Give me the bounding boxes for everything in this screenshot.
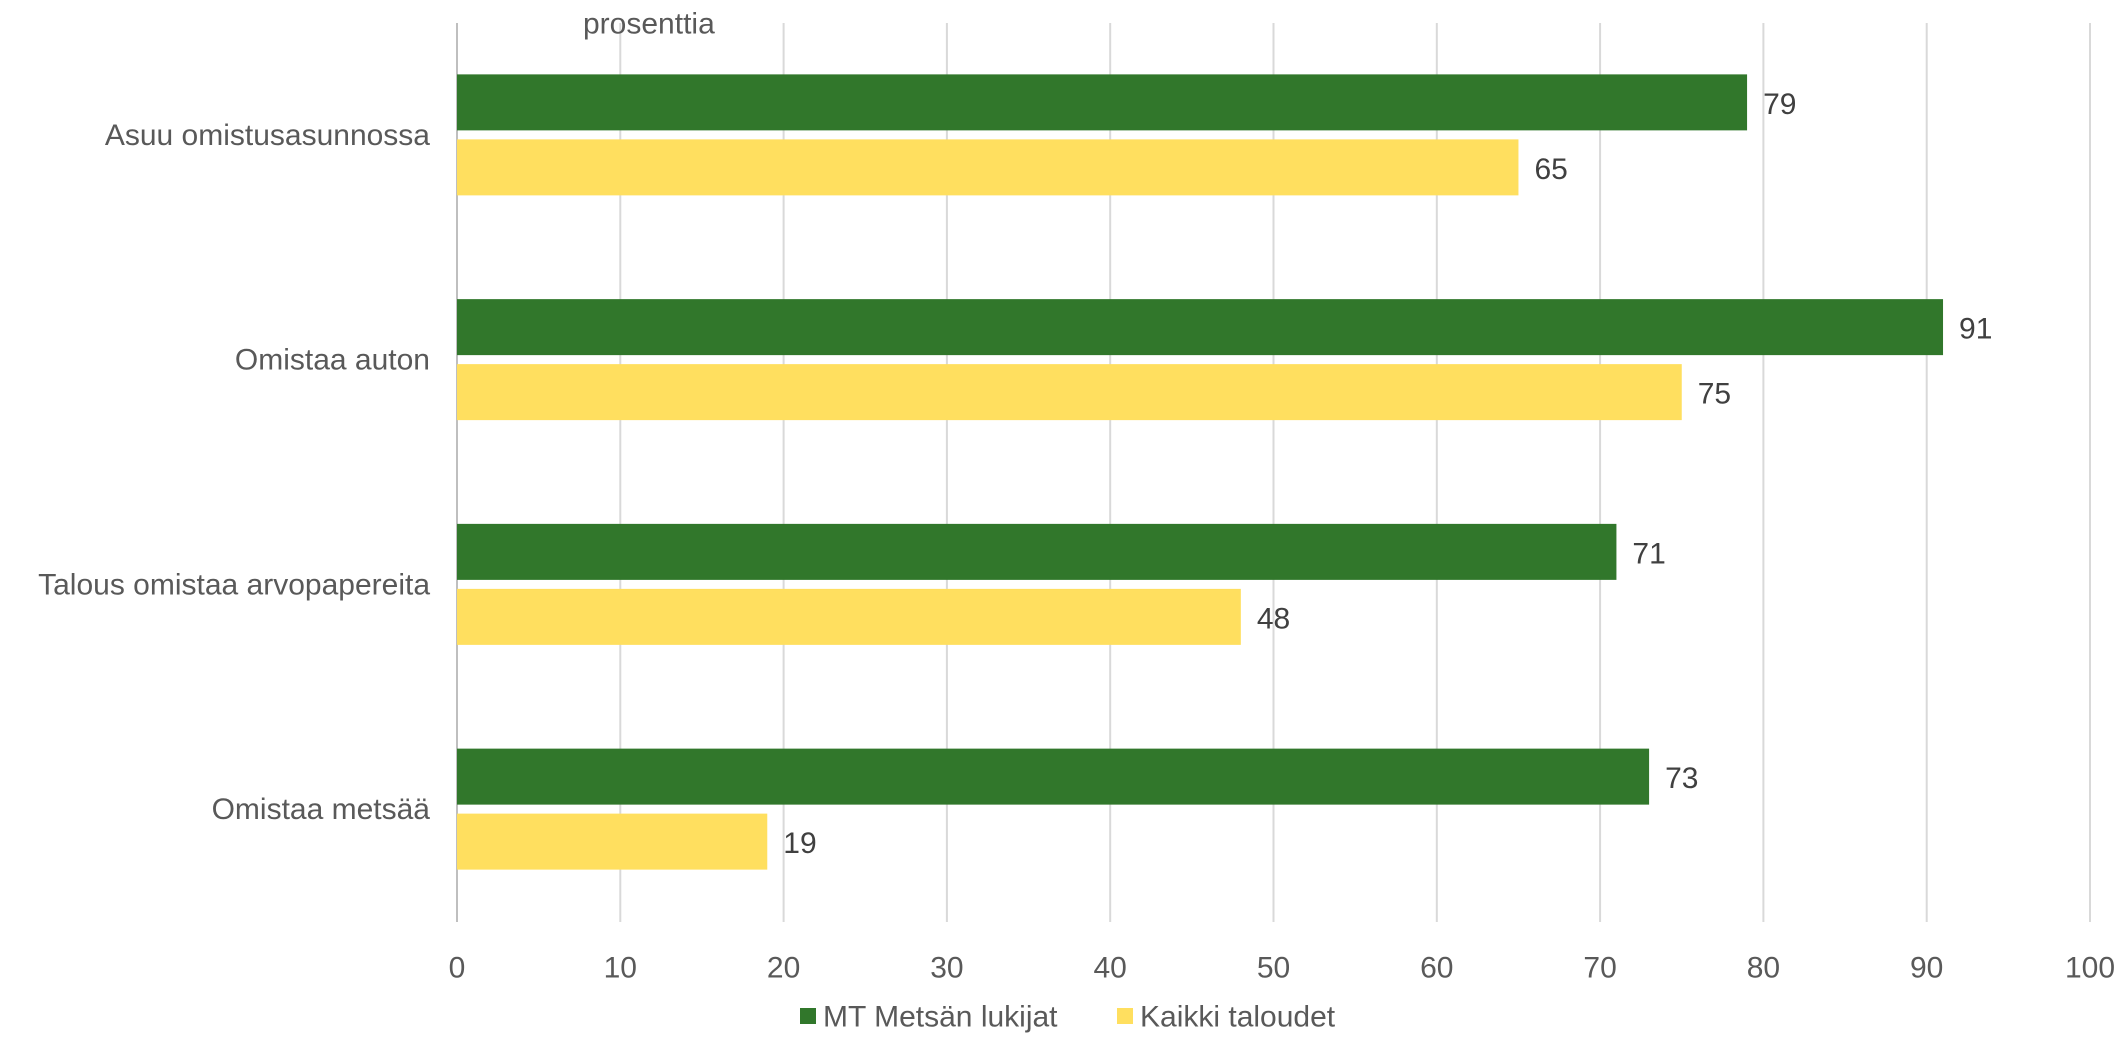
legend-swatch (800, 1008, 816, 1024)
category-label: Omistaa metsää (212, 793, 431, 826)
x-tick-label: 40 (1094, 952, 1127, 985)
data-label: 65 (1534, 153, 1567, 186)
data-label: 75 (1698, 378, 1731, 411)
unit-label: prosenttia (583, 8, 715, 41)
x-tick-label: 50 (1257, 952, 1290, 985)
legend: MT Metsän lukijat Kaikki taloudet (800, 1001, 1336, 1034)
x-tick-label: 70 (1583, 952, 1616, 985)
x-tick-label: 100 (2065, 952, 2115, 985)
bar-kaikki-taloudet (457, 813, 768, 870)
x-tick-label: 30 (930, 952, 963, 985)
x-tick-label: 20 (767, 952, 800, 985)
category-label: Talous omistaa arvopapereita (38, 568, 430, 601)
data-label: 71 (1632, 537, 1665, 570)
category-label: Asuu omistusasunnossa (105, 119, 430, 152)
x-tick-label: 90 (1910, 952, 1943, 985)
data-label: 73 (1665, 762, 1698, 795)
x-tick-label: 80 (1747, 952, 1780, 985)
legend-label: Kaikki taloudet (1140, 1001, 1336, 1034)
data-label: 19 (783, 827, 816, 860)
labels: 0 10 20 30 40 50 60 70 80 90 100 prosenttia Asuu omi… (38, 8, 2115, 985)
bar-kaikki-taloudet (457, 139, 1519, 196)
x-tick-label: 60 (1420, 952, 1453, 985)
bars (457, 74, 1944, 870)
legend-label: MT Metsän lukijat (823, 1001, 1058, 1034)
data-label: 91 (1959, 313, 1992, 346)
bar-kaikki-taloudet (457, 588, 1241, 645)
bar-mt-metsan-lukijat (457, 299, 1944, 356)
x-tick-label: 0 (449, 952, 466, 985)
bar-kaikki-taloudet (457, 364, 1682, 421)
category-label: Omistaa auton (235, 344, 430, 377)
legend-swatch (1117, 1008, 1133, 1024)
bar-mt-metsan-lukijat (457, 523, 1617, 580)
data-label: 79 (1763, 88, 1796, 121)
x-tick-label: 10 (604, 952, 637, 985)
bar-mt-metsan-lukijat (457, 74, 1748, 131)
bar-mt-metsan-lukijat (457, 748, 1650, 805)
data-label: 48 (1257, 602, 1290, 635)
